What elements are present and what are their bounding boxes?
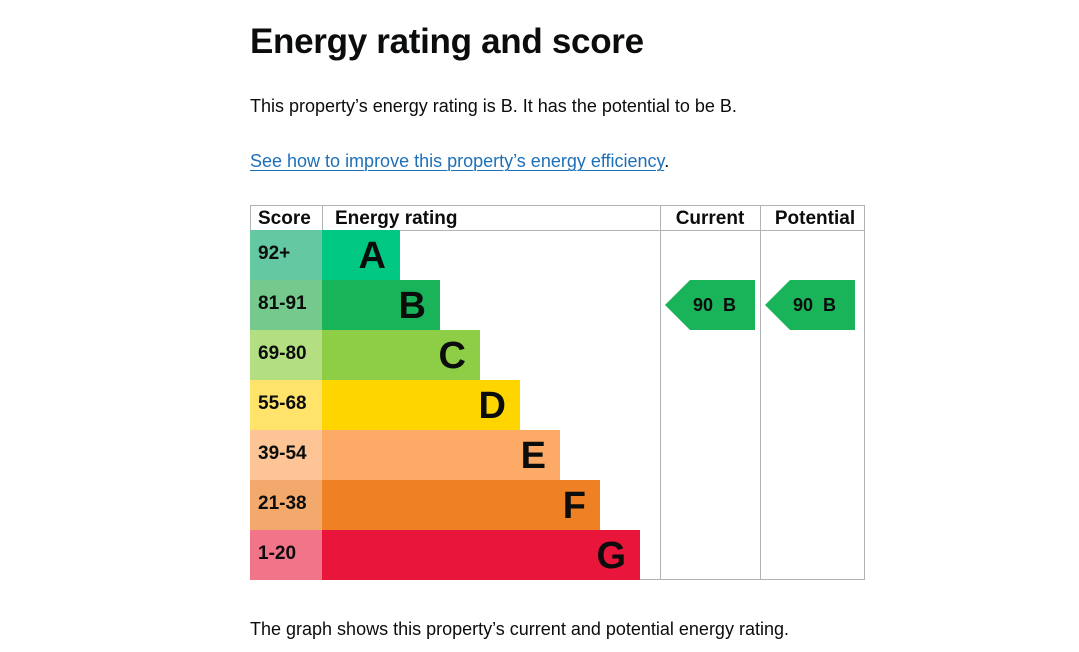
current-rating-marker-arrow xyxy=(665,280,755,330)
band-bar-e xyxy=(322,430,560,480)
band-letter-g: G xyxy=(596,535,626,577)
improve-efficiency-link[interactable]: See how to improve this property’s energ… xyxy=(250,151,665,171)
score-cell-g xyxy=(250,530,322,580)
potential-rating-marker-label: 90 B xyxy=(793,295,836,315)
graph-caption: The graph shows this property’s current … xyxy=(250,619,789,639)
score-label-f: 21-38 xyxy=(258,493,307,514)
current-column-header: Current xyxy=(676,208,745,229)
score-cell-f xyxy=(250,480,322,530)
link-suffix: . xyxy=(664,151,670,171)
band-letter-a: A xyxy=(359,235,386,277)
band-letter-f: F xyxy=(563,485,586,527)
potential-rating-marker-arrow xyxy=(765,280,855,330)
band-letter-e: E xyxy=(521,435,546,477)
band-bar-d xyxy=(322,380,520,430)
improve-link-line: See how to improve this property’s energ… xyxy=(250,151,669,172)
energy-rating-summary: This property’s energy rating is B. It h… xyxy=(250,96,737,116)
score-cell-e xyxy=(250,430,322,480)
score-label-g: 1-20 xyxy=(258,543,296,564)
band-bar-b xyxy=(322,280,440,330)
score-cell-b xyxy=(250,280,322,330)
score-label-b: 81-91 xyxy=(258,293,307,314)
band-bar-g xyxy=(322,530,640,580)
page-title: Energy rating and score xyxy=(250,22,644,61)
band-bar-f xyxy=(322,480,600,530)
score-column-header: Score xyxy=(258,208,311,229)
rating-bands: 92+ A 81-91 B 69-80 C 55-68 D 39-54 E 21-38 F 1-20 G xyxy=(250,230,640,580)
band-bar-c xyxy=(322,330,480,380)
band-letter-d: D xyxy=(479,385,506,427)
band-letter-c: C xyxy=(439,335,466,377)
score-cell-d xyxy=(250,380,322,430)
score-label-d: 55-68 xyxy=(258,393,307,414)
current-rating-marker: 90 B xyxy=(665,280,755,330)
rating-column-header: Energy rating xyxy=(335,208,457,229)
score-label-a: 92+ xyxy=(258,243,290,264)
current-rating-marker-label: 90 B xyxy=(693,295,736,315)
band-bar-a xyxy=(322,230,400,280)
score-label-c: 69-80 xyxy=(258,343,307,364)
potential-rating-marker: 90 B xyxy=(765,280,855,330)
potential-column-header: Potential xyxy=(775,208,855,229)
score-label-e: 39-54 xyxy=(258,443,307,464)
score-cell-a xyxy=(250,230,322,280)
band-letter-b: B xyxy=(399,285,426,327)
score-cell-c xyxy=(250,330,322,380)
